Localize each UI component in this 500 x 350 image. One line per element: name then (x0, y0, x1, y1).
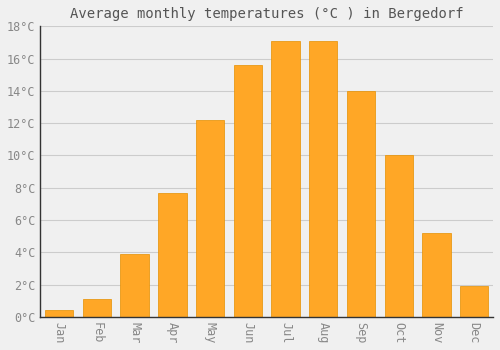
Bar (234, 65, 262, 317)
Bar (83, 299, 111, 317)
Bar (272, 41, 299, 317)
Bar (309, 41, 338, 317)
Bar (347, 91, 375, 317)
Bar (460, 286, 488, 317)
Bar (158, 193, 186, 317)
Bar (384, 155, 413, 317)
Bar (120, 254, 149, 317)
Title: Average monthly temperatures (°C ) in Bergedorf: Average monthly temperatures (°C ) in Be… (70, 7, 464, 21)
Bar (45, 310, 74, 317)
Bar (422, 233, 450, 317)
Bar (196, 120, 224, 317)
